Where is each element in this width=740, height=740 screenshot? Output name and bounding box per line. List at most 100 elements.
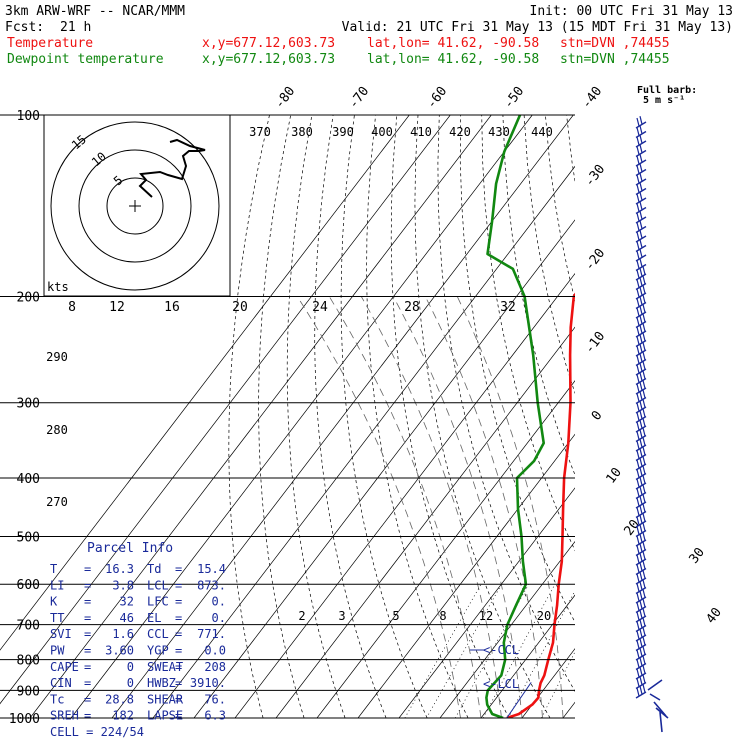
hodograph-ring-2 [78, 149, 192, 263]
parcel-value: 32 [120, 595, 134, 609]
parcel-label: EL [147, 611, 161, 625]
wind-barb [635, 570, 647, 585]
wind-barb [635, 294, 647, 310]
parcel-value: 1.6 [112, 627, 134, 641]
parcel-label: K [50, 595, 58, 609]
parcel-eq: = [175, 676, 182, 690]
parcel-value: 76. [204, 692, 226, 706]
wind-barb [635, 560, 647, 576]
isotherm-label--80: -80 [272, 84, 298, 112]
wind-barb [635, 494, 647, 509]
wind-barb [635, 617, 647, 633]
pressure-label-400: 400 [17, 472, 40, 487]
isotherm-label-0: 0 [589, 408, 606, 423]
parcel-label: CCL [147, 627, 169, 641]
parcel-label: SVI [50, 627, 72, 641]
dry-adiabat [673, 115, 740, 718]
parcel-eq: = [84, 627, 91, 641]
parcel-label: PW [50, 644, 65, 658]
isotherm-label--30: -30 [582, 162, 608, 190]
temperature-latlon: lat,lon= 41.62, -90.58 [367, 36, 539, 51]
mixing-ratio-line [541, 650, 575, 718]
isotherm-line [152, 165, 575, 718]
pressure-label-900: 900 [17, 684, 40, 699]
parcel-eq: = [84, 676, 91, 690]
parcel-eq: = [84, 692, 91, 706]
dry-adiabat [390, 115, 510, 718]
lcl-annotation: <-LCL [483, 677, 519, 691]
wind-barb [635, 551, 647, 566]
parcel-value: 28.8 [105, 692, 134, 706]
parcel-eq: = [84, 660, 91, 674]
fcst-label: Fcst: [5, 20, 44, 35]
hodograph-units: kts [47, 280, 69, 294]
parcel-value: 3.60 [105, 644, 134, 658]
mixing-ratio-label-2: 2 [298, 609, 305, 623]
wind-barb [635, 532, 647, 547]
dry-adiabat [502, 115, 575, 476]
moist-adiabat [296, 296, 461, 718]
valid-time: Valid: 21 UTC Fri 31 May 13 (15 MDT Fri … [342, 20, 733, 35]
parcel-value: 46 [120, 611, 134, 625]
dry-adiabat [588, 115, 740, 718]
parcel-label: LCL [147, 578, 169, 592]
parcel-value: 873. [197, 578, 226, 592]
parcel-label: SREH [50, 709, 79, 723]
wind-barb [635, 361, 647, 376]
parcel-info-title: Parcel Info [87, 541, 173, 556]
wind-barb [635, 608, 647, 623]
mixing-ratio-line [454, 584, 530, 718]
parcel-label: LI [50, 578, 64, 592]
isotherm-line [686, 115, 740, 718]
parcel-eq: = [175, 627, 182, 641]
pressure-label-300: 300 [17, 397, 40, 412]
wind-barb [635, 211, 647, 224]
mixing-ratio-line [507, 590, 575, 718]
isotherm-label--10: -10 [582, 329, 608, 357]
wind-barb [635, 541, 647, 557]
wind-barb [635, 484, 647, 500]
parcel-eq: = [84, 709, 91, 723]
parcel-row: CAPE = 0 SWEAT= 208 [50, 660, 226, 674]
wind-barb [635, 125, 647, 139]
parcel-value: 3.8 [112, 578, 134, 592]
speed-tick-8: 8 [68, 300, 76, 315]
wind-barb [635, 266, 647, 281]
wind-barb [635, 589, 647, 604]
parcel-row: PW = 3.60 YGP = 0.0 [50, 644, 226, 658]
isotherm-line [316, 380, 575, 718]
parcel-eq: = [175, 611, 182, 625]
temperature-xy: x,y=677.12,603.73 [202, 36, 335, 51]
isotherm-line [604, 115, 740, 718]
dry-adiabat [314, 115, 387, 718]
wind-barb [635, 522, 647, 538]
isotherm-line [70, 115, 533, 718]
parcel-eq: = [84, 562, 91, 576]
wind-barb [635, 380, 647, 395]
parcel-label: CIN [50, 676, 72, 690]
wind-barb [635, 437, 647, 452]
wind-barb [635, 163, 647, 177]
theta-label-270: 270 [46, 495, 68, 509]
mixing-ratio-label-20: 20 [537, 609, 551, 623]
dewpoint-latlon: lat,lon= 41.62, -90.58 [367, 52, 539, 67]
wind-barb [635, 579, 647, 595]
isotherm-line [193, 219, 575, 718]
parcel-value: 208 [204, 660, 226, 674]
theta-label-380: 380 [291, 125, 313, 139]
theta-label-390: 390 [332, 125, 354, 139]
wind-barb [635, 475, 647, 490]
wind-barb [635, 182, 647, 196]
theta-label-430: 430 [488, 125, 510, 139]
wind-barb [635, 154, 647, 167]
wind-barb [635, 230, 647, 243]
parcel-label: SWEAT [147, 660, 183, 674]
parcel-eq: = [84, 611, 91, 625]
wind-barb [635, 370, 647, 386]
wind-barb [635, 192, 647, 205]
parcel-row: T = 16.3 Td = 15.4 [50, 562, 226, 576]
theta-label-370: 370 [249, 125, 271, 139]
wind-barb [635, 173, 647, 186]
speed-tick-20: 20 [232, 300, 248, 315]
